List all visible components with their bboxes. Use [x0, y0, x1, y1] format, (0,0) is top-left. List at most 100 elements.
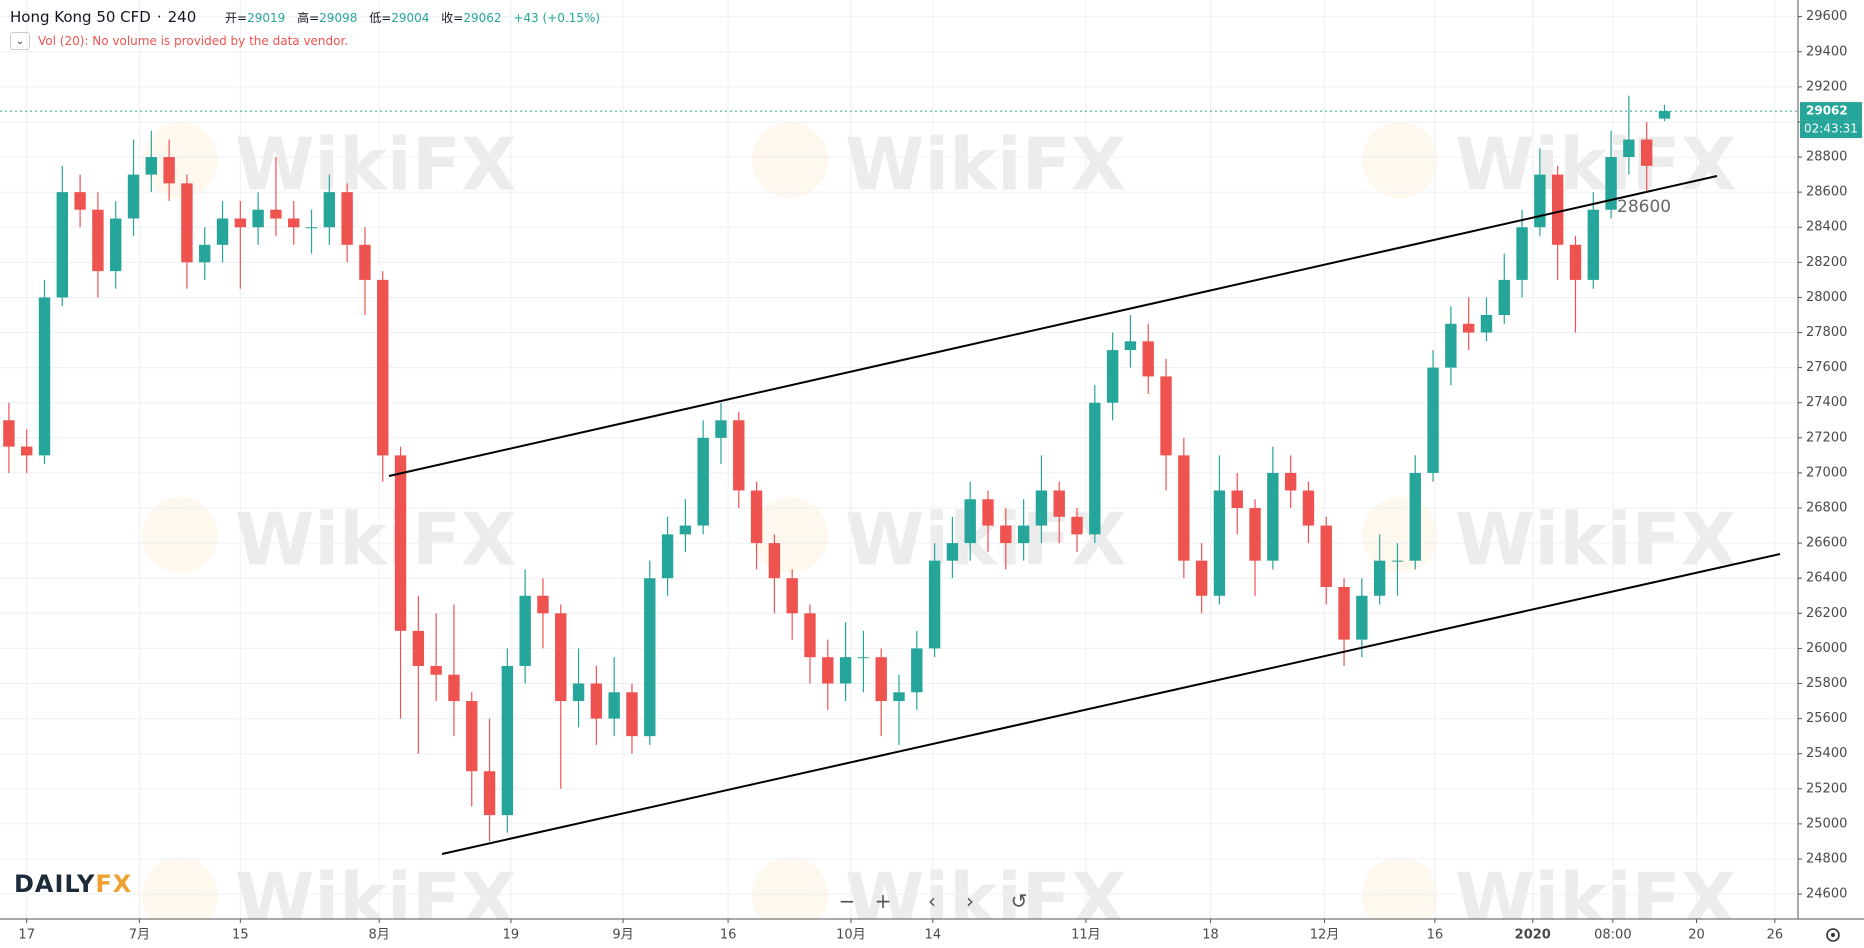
candle-body [466, 701, 478, 772]
candle-body [199, 244, 211, 263]
time-axis-bg [0, 919, 1864, 948]
change: +43 (+0.15%) [513, 11, 601, 25]
upper-trendline [388, 175, 1718, 477]
candle-body [74, 192, 86, 210]
reset[interactable]: ↺ [1010, 889, 1028, 913]
candle-body [1106, 350, 1119, 403]
candle-body [1000, 525, 1012, 544]
y-tick-label: 27800 [1806, 325, 1847, 340]
x-tick-label: 26 [1767, 928, 1784, 943]
candle-body [1160, 376, 1172, 456]
candle-body [1267, 472, 1279, 561]
y-tick-label: 27000 [1806, 465, 1847, 480]
candle-body [1480, 314, 1493, 333]
y-tick-label: 29600 [1806, 9, 1847, 24]
candle-body [110, 218, 122, 272]
y-tick-label: 28000 [1806, 290, 1847, 305]
candle-body [1053, 490, 1065, 517]
candle-body [1569, 244, 1582, 280]
settings-icon[interactable] [1826, 928, 1840, 942]
candle-body [1516, 227, 1528, 280]
candle-body [181, 183, 193, 263]
y-tick-label: 29200 [1806, 79, 1847, 94]
candle-body [1587, 209, 1599, 280]
candle-body [982, 499, 994, 526]
watermark-icon [752, 122, 828, 198]
watermark-text: WikiFX [235, 123, 516, 207]
x-tick-label: 16 [720, 928, 737, 943]
zoom-in[interactable]: + [874, 889, 892, 913]
price-axis-bg [1798, 0, 1864, 948]
candle-body [1640, 139, 1653, 166]
symbol: Hong Kong 50 CFD [10, 8, 151, 26]
candle-body [1623, 139, 1635, 158]
y-tick-label: 26800 [1806, 501, 1847, 516]
x-tick-label: 15 [232, 928, 249, 943]
candle-body [38, 297, 51, 456]
y-tick-label: 28200 [1806, 255, 1847, 270]
collapse-toggle[interactable]: ⌄ [10, 32, 30, 50]
lower-trendline [441, 553, 1781, 855]
candle-body [1356, 595, 1368, 640]
scroll-right[interactable]: › [966, 889, 974, 913]
candle-body [1498, 279, 1510, 315]
x-tick-label: 14 [925, 928, 942, 943]
y-tick-label: 28800 [1806, 150, 1847, 165]
candle-body [163, 157, 175, 184]
last-price-label: 29062 [1806, 104, 1848, 118]
candle-body [1195, 560, 1208, 596]
y-tick-label: 25800 [1806, 676, 1847, 691]
watermark-text: WikiFX [235, 498, 516, 582]
candle-body [305, 227, 318, 229]
candle-body [127, 174, 140, 219]
watermark-icon [142, 497, 218, 573]
candle-body [537, 595, 549, 614]
axes: 24600 24800 25000 25200 25400 25600 25800 26000… [18, 9, 1862, 943]
y-tick-label: 25600 [1806, 711, 1847, 726]
candle-body [626, 692, 638, 737]
candle-body [822, 657, 834, 684]
candle-body [572, 683, 585, 702]
close-label: 收= [441, 11, 464, 25]
candle-body [359, 244, 371, 280]
volume-row: ⌄ Vol (20): No volume is provided by the … [10, 32, 348, 50]
x-tick-label: 10月 [836, 928, 866, 943]
x-tick-label: 18 [1202, 928, 1219, 943]
high-label: 高= [297, 11, 320, 25]
countdown: 02:43:31 [1804, 122, 1858, 136]
candle-body [323, 192, 336, 228]
y-tick-label: 24800 [1806, 851, 1847, 866]
candles [0, 95, 1798, 842]
watermark-text: WikiFX [845, 123, 1126, 207]
candle-body [412, 630, 425, 666]
countdown-box [1800, 120, 1862, 139]
candle-body [448, 674, 460, 702]
interval: 240 [167, 8, 197, 26]
candle-body [483, 771, 496, 816]
header: Hong Kong 50 CFD · 240 开=29019 高=29098 低=2… [10, 8, 614, 26]
x-tick-label: 17 [18, 928, 35, 943]
candle-body [964, 499, 976, 544]
candle-body [857, 657, 870, 659]
x-tick-label: 19 [503, 928, 520, 943]
scroll-left[interactable]: ‹ [928, 889, 936, 913]
candle-body [1409, 472, 1421, 561]
grid [0, 0, 1798, 919]
watermark-icon [142, 857, 218, 933]
zoom-out[interactable]: − [838, 889, 856, 913]
candle-body [1284, 472, 1297, 491]
dot: · [156, 8, 162, 26]
candle-body [697, 437, 709, 526]
open-value: 29019 [247, 11, 286, 25]
candle-body [715, 420, 727, 438]
high-value: 29098 [319, 11, 358, 25]
candle-body [252, 209, 264, 228]
candle-body [1178, 455, 1190, 561]
candle-body [1605, 157, 1617, 210]
y-tick-label: 27200 [1806, 430, 1847, 445]
candle-body [377, 279, 389, 456]
candle-body [1124, 341, 1137, 351]
candle-body [216, 218, 229, 245]
